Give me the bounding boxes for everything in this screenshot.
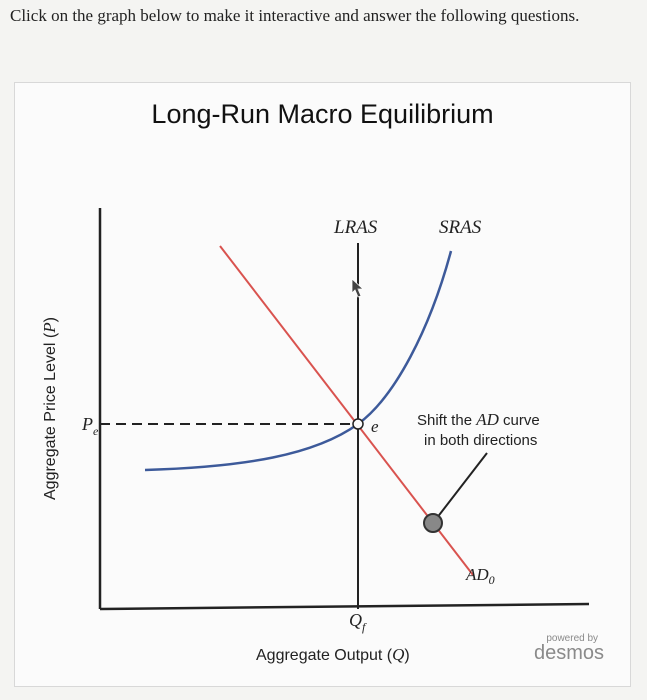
instruction-text: Click on the graph below to make it inte… <box>10 6 580 25</box>
pe-label: Pe <box>81 414 99 438</box>
ad0-label: AD0 <box>465 565 495 587</box>
qf-label: Qf <box>349 610 367 634</box>
desmos-logo: desmos <box>534 642 605 664</box>
sras-curve <box>144 250 453 472</box>
shift-handle-line <box>432 452 488 524</box>
x-axis-label: Aggregate Output (Q) <box>256 645 410 664</box>
y-axis-label: Aggregate Price Level (P) <box>40 317 59 500</box>
hint-text-line1: Shift the AD curve <box>417 410 540 429</box>
x-axis <box>99 602 590 611</box>
graph-title: Long-Run Macro Equilibrium <box>151 99 494 129</box>
sras-label: SRAS <box>439 217 482 238</box>
desmos-branding[interactable]: powered by desmos <box>534 633 605 664</box>
graph-canvas[interactable]: LRAS SRAS Pe e Shift the AD curve in bot… <box>15 83 630 686</box>
lras-label: LRAS <box>333 217 378 238</box>
ad-drag-handle[interactable] <box>423 513 443 533</box>
graph-panel[interactable]: Long-Run Macro Equilibrium LRAS SRAS Pe … <box>14 82 631 687</box>
equilibrium-point <box>352 418 364 430</box>
hint-text-line2: in both directions <box>424 432 537 449</box>
powered-by-text: powered by <box>546 633 599 644</box>
cursor-icon <box>351 278 365 298</box>
equilibrium-label: e <box>371 417 379 436</box>
